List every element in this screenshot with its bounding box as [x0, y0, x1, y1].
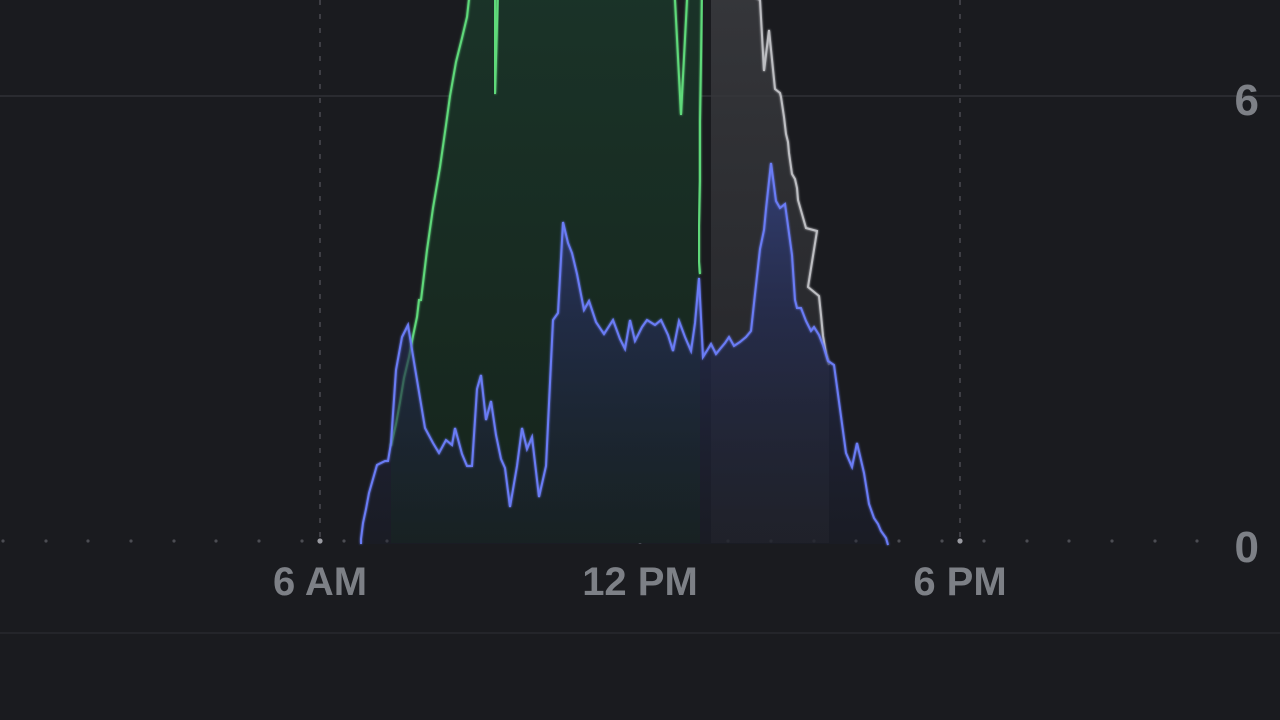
svg-text:12 PM: 12 PM	[582, 560, 698, 604]
svg-text:6 AM: 6 AM	[273, 560, 367, 604]
svg-text:6 PM: 6 PM	[913, 560, 1006, 604]
svg-text:6: 6	[1235, 76, 1259, 125]
svg-text:0: 0	[1235, 523, 1259, 572]
